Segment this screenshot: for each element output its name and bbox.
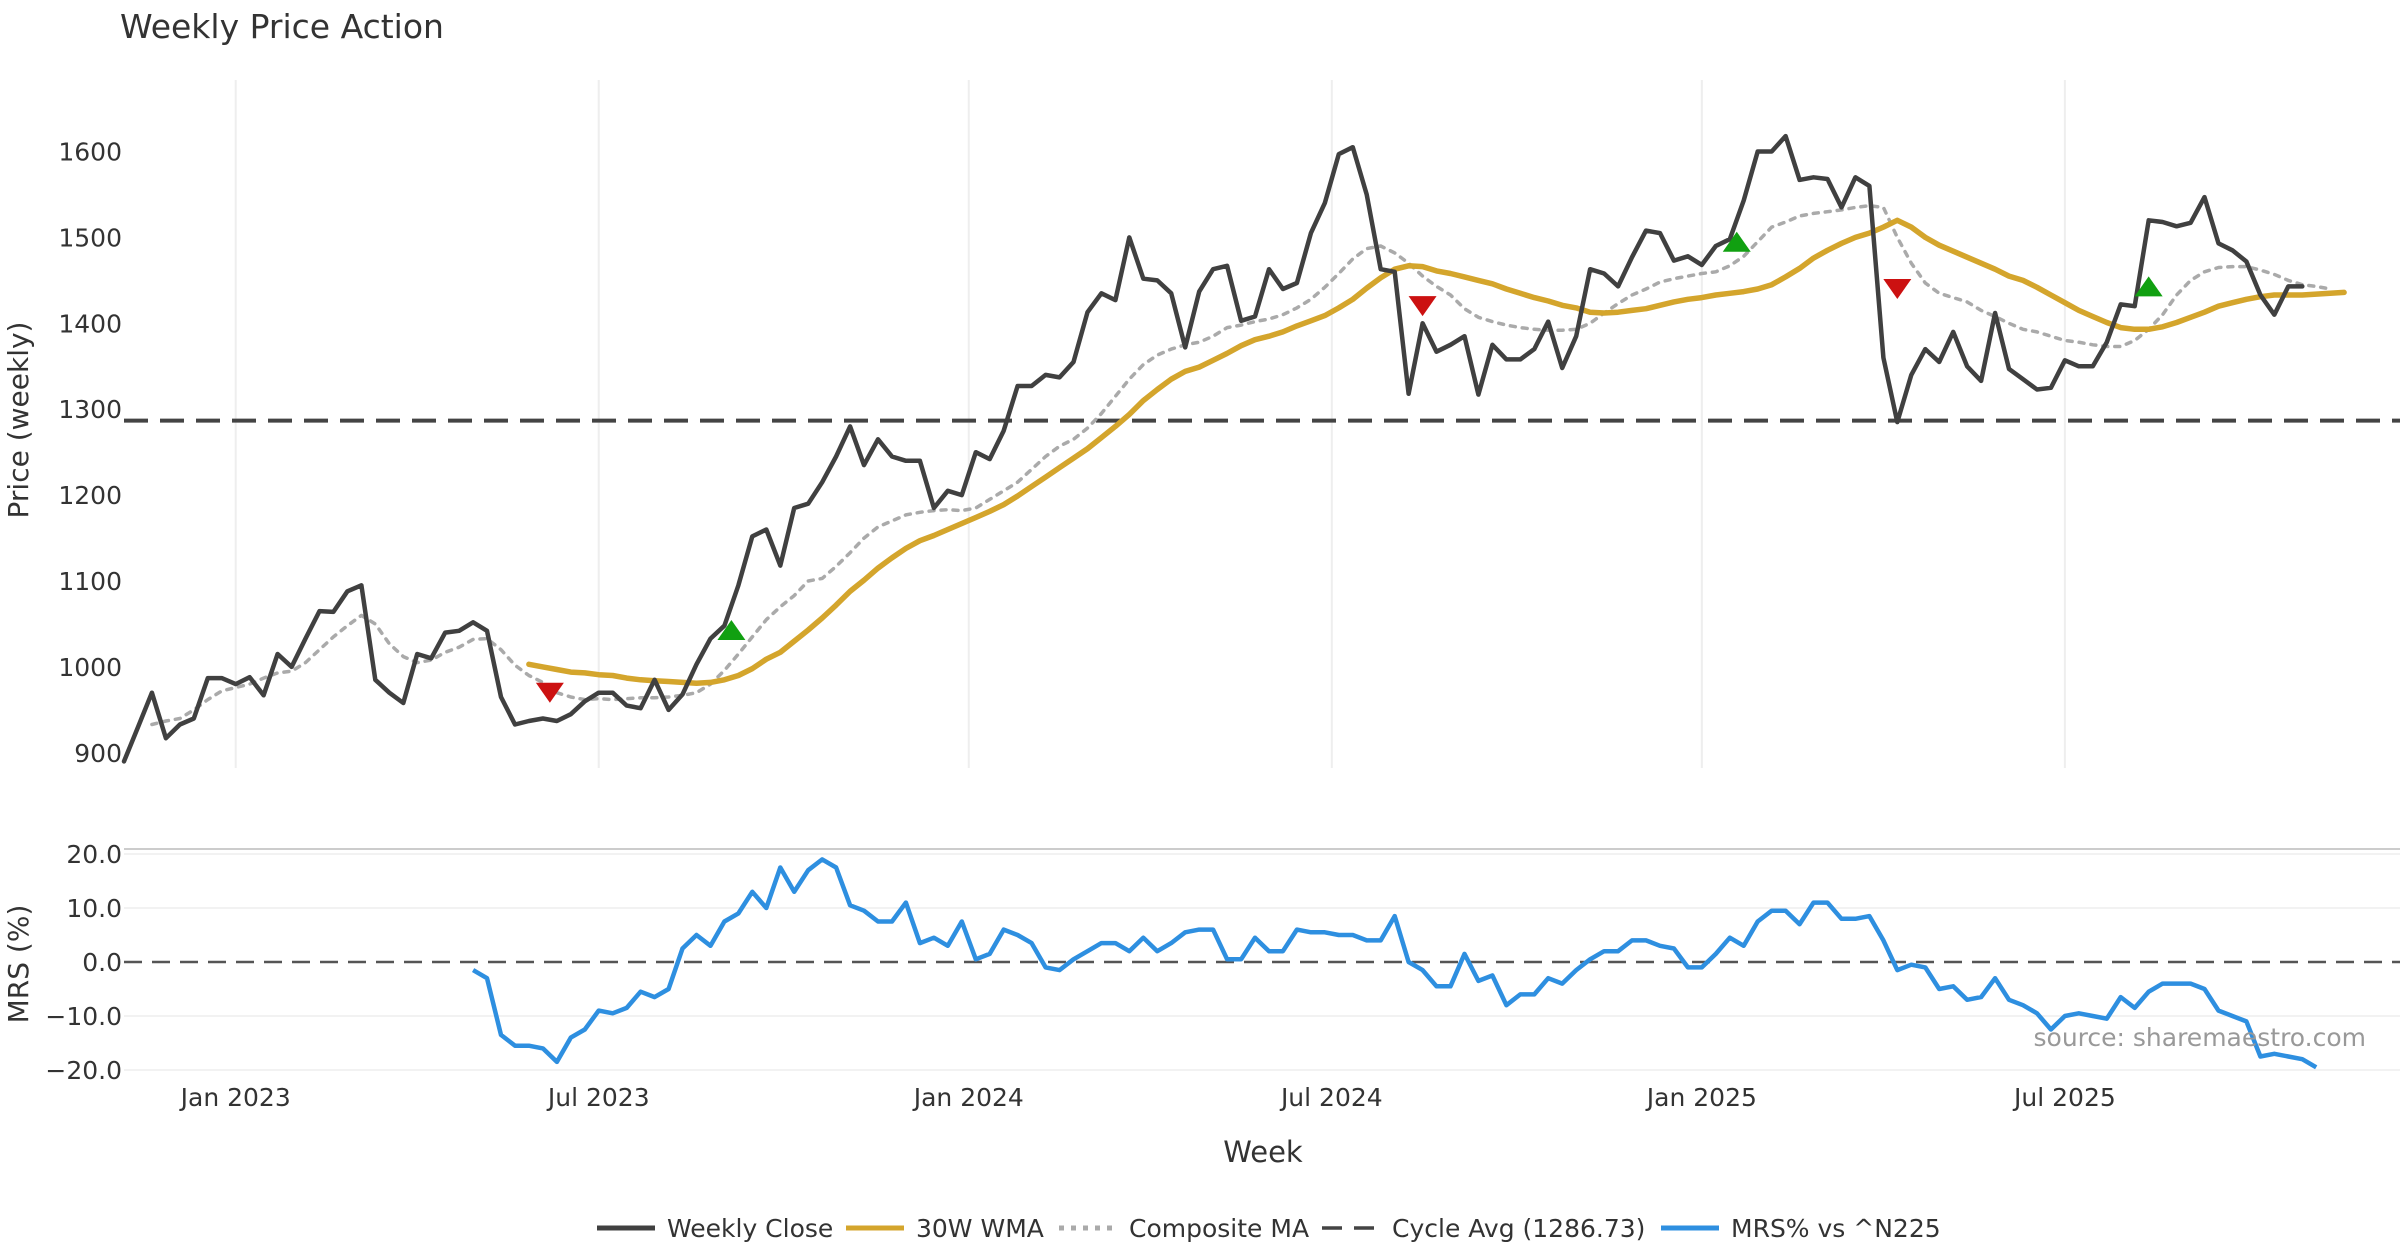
price-tick-label: 1300 bbox=[58, 395, 122, 424]
price-tick-label: 1100 bbox=[58, 567, 122, 596]
legend-label: Weekly Close bbox=[667, 1214, 833, 1243]
x-axis-label: Week bbox=[1223, 1135, 1303, 1169]
buy-signal-marker bbox=[1722, 231, 1751, 252]
x-tick-label: Jul 2023 bbox=[546, 1083, 650, 1112]
mrs-tick-label: −20.0 bbox=[45, 1056, 122, 1085]
buy-signal-marker bbox=[2134, 276, 2163, 297]
mrs-series bbox=[471, 857, 2318, 1070]
price-tick-label: 1500 bbox=[58, 223, 122, 252]
series-line-30w-wma bbox=[526, 217, 2347, 686]
sell-signal-marker bbox=[1408, 296, 1437, 317]
legend: Weekly Close 30W WMA Composite MA Cycle Avg… bbox=[597, 1214, 1941, 1243]
x-tick-label: Jan 2023 bbox=[179, 1083, 291, 1112]
mrs-tick-label: 10.0 bbox=[66, 894, 122, 923]
price-tick-label: 1400 bbox=[58, 309, 122, 338]
mrs-tick-label: 0.0 bbox=[82, 948, 122, 977]
legend-label: Composite MA bbox=[1129, 1214, 1309, 1243]
price-axis-label: Price (weekly) bbox=[2, 322, 35, 519]
x-tick-label: Jul 2024 bbox=[1279, 1083, 1383, 1112]
series-line-composite-ma bbox=[150, 203, 2332, 727]
series-line-weekly-close bbox=[121, 133, 2305, 764]
price-tick-label: 1200 bbox=[58, 481, 122, 510]
sell-signal-marker bbox=[1883, 278, 1912, 299]
mrs-tick-label: 20.0 bbox=[66, 840, 122, 869]
chart-title: Weekly Price Action bbox=[120, 7, 444, 46]
x-tick-label: Jul 2025 bbox=[2012, 1083, 2116, 1112]
series-line-mrs bbox=[471, 857, 2318, 1070]
sell-signal-marker bbox=[535, 682, 564, 703]
price-tick-label: 900 bbox=[74, 739, 122, 768]
mrs-axis-label: MRS (%) bbox=[2, 905, 35, 1024]
price-series bbox=[121, 133, 2347, 764]
price-tick-label: 1600 bbox=[58, 138, 122, 167]
price-tick-label: 1000 bbox=[58, 653, 122, 682]
x-tick-label: Jan 2024 bbox=[912, 1083, 1024, 1112]
legend-label: Cycle Avg (1286.73) bbox=[1392, 1214, 1645, 1243]
main-gridlines bbox=[234, 80, 2066, 768]
buy-signal-marker bbox=[717, 619, 746, 640]
price-axis-ticks: 900 1000 1100 1200 1300 1400 1500 1600 bbox=[58, 138, 122, 768]
mrs-gridlines bbox=[124, 853, 2400, 1071]
legend-label: MRS% vs ^N225 bbox=[1731, 1214, 1941, 1243]
source-annotation: source: sharemaestro.com bbox=[2034, 1023, 2367, 1052]
legend-label: 30W WMA bbox=[916, 1214, 1044, 1243]
signal-markers bbox=[535, 231, 2163, 703]
date-axis-ticks: Jan 2023 Jul 2023 Jan 2024 Jul 2024 Jan 2025… bbox=[179, 1083, 2116, 1112]
mrs-axis-ticks: 20.0 10.0 0.0 −10.0 −20.0 bbox=[45, 840, 122, 1085]
mrs-tick-label: −10.0 bbox=[45, 1002, 122, 1031]
x-tick-label: Jan 2025 bbox=[1645, 1083, 1757, 1112]
